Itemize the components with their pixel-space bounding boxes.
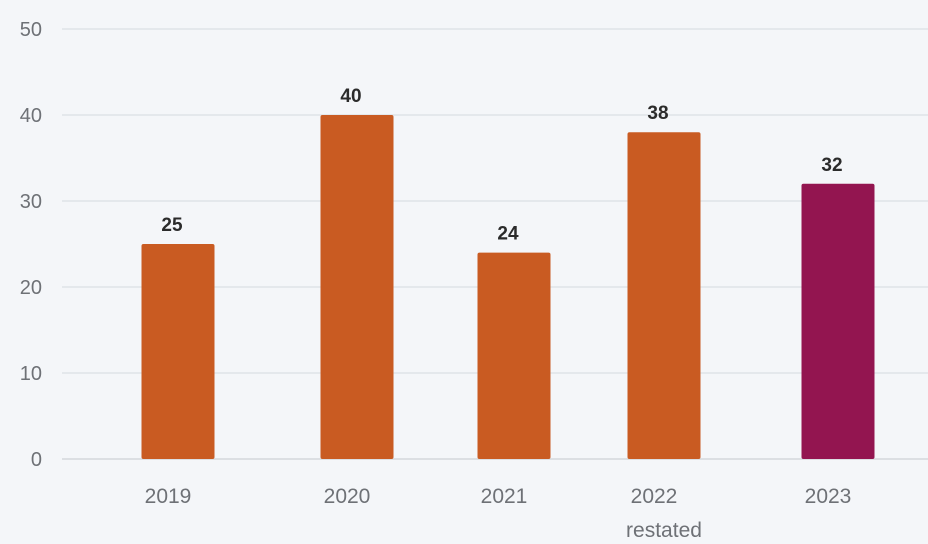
y-tick-label: 20 (20, 277, 42, 299)
bars (141, 115, 875, 460)
x-category-label: 2022 (631, 485, 678, 508)
y-tick-label: 10 (20, 363, 42, 385)
y-tick-label: 50 (20, 19, 42, 41)
x-axis-categories: 2019 2020 2021 2022 restated 2023 (145, 485, 852, 542)
bar-2022 (627, 132, 701, 459)
bar-2019 (141, 244, 215, 459)
data-label-2021: 24 (497, 224, 519, 245)
y-axis-ticks: 0 10 20 30 40 50 (20, 19, 42, 471)
y-tick-label: 30 (20, 191, 42, 213)
bar-2020 (320, 115, 394, 459)
x-category-label: 2020 (324, 485, 371, 508)
data-label-2022: 38 (647, 103, 668, 124)
bar-2023 (801, 183, 875, 460)
y-tick-label: 40 (20, 105, 42, 127)
x-category-label: 2019 (145, 485, 192, 508)
x-category-label: 2023 (805, 485, 852, 508)
x-category-sublabel: restated (626, 519, 702, 542)
data-label-2023: 32 (821, 155, 842, 176)
data-label-2020: 40 (340, 86, 361, 107)
data-labels: 25 40 24 38 32 (161, 86, 842, 245)
y-tick-label: 0 (31, 449, 42, 471)
bar-2021 (477, 252, 551, 459)
x-category-label: 2021 (481, 485, 528, 508)
data-label-2019: 25 (161, 215, 183, 236)
